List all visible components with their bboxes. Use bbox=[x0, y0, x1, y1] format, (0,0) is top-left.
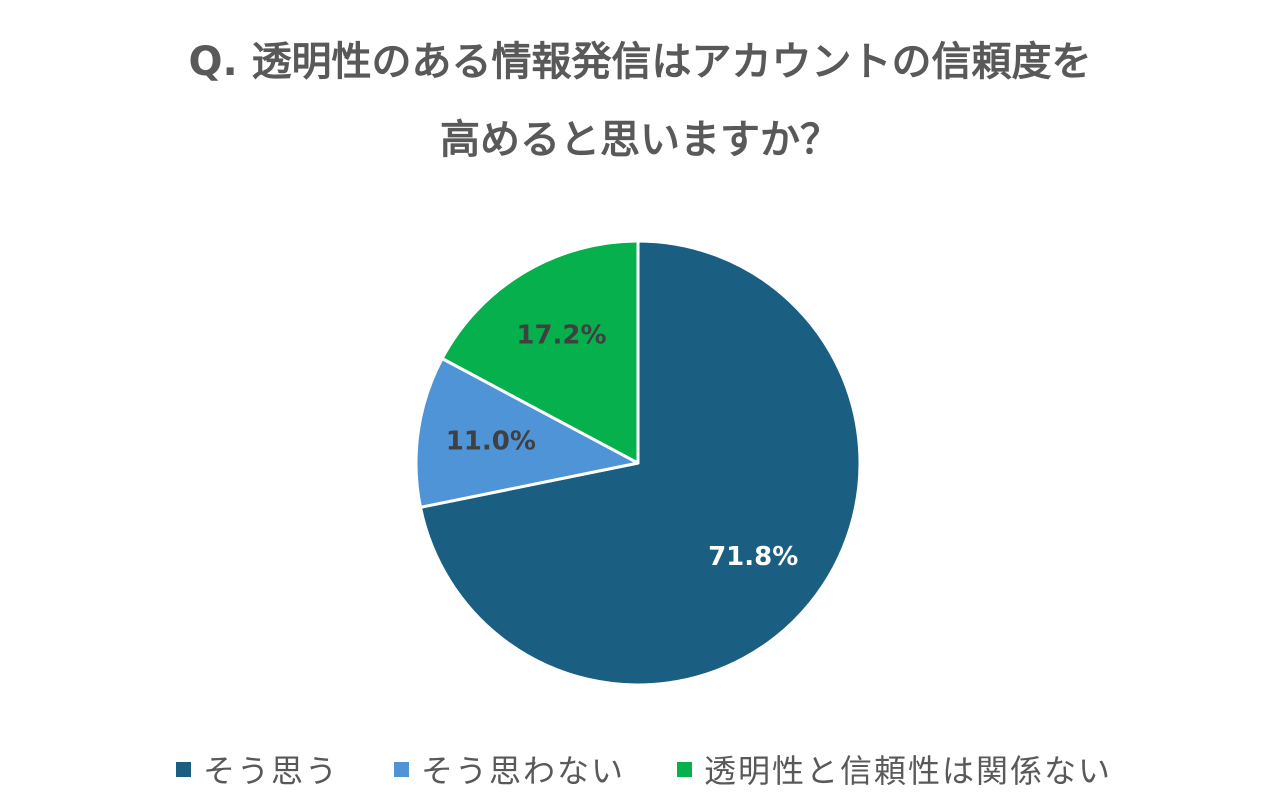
legend-swatch bbox=[677, 761, 692, 777]
slice-sou-omou bbox=[418, 239, 862, 687]
legend-swatch bbox=[176, 761, 191, 777]
data-label-sou-omowanai: 11.0% bbox=[446, 427, 536, 457]
slice-kankei-nai bbox=[440, 239, 640, 465]
legend-item-sou-omowanai: そう思わない bbox=[394, 744, 625, 794]
pie-slices bbox=[414, 239, 862, 687]
pie-data-labels: 71.8% 11.0% 17.2% bbox=[446, 320, 799, 572]
slice-sou-omowanai bbox=[414, 357, 640, 509]
legend-swatch bbox=[394, 761, 409, 777]
chart-title-line-2: 高めると思いますか？ bbox=[440, 117, 840, 163]
data-label-kankei-nai: 17.2% bbox=[516, 320, 606, 350]
pie-chart: 71.8% 11.0% 17.2% bbox=[414, 239, 862, 687]
legend-item-kankei-nai: 透明性と信頼性は関係ない bbox=[677, 744, 1112, 794]
legend-label: そう思う bbox=[203, 752, 340, 790]
legend-item-sou-omou: そう思う bbox=[176, 744, 339, 794]
chart-title-line-1: Q. 透明性のある情報発信はアカウントの信頼度を bbox=[188, 39, 1092, 85]
legend-label: そう思わない bbox=[421, 752, 626, 790]
chart-legend: そう思う そう思わない 透明性と信頼性は関係ない bbox=[0, 744, 1280, 794]
data-label-sou-omou: 71.8% bbox=[708, 542, 798, 572]
legend-label: 透明性と信頼性は関係ない bbox=[704, 752, 1113, 790]
